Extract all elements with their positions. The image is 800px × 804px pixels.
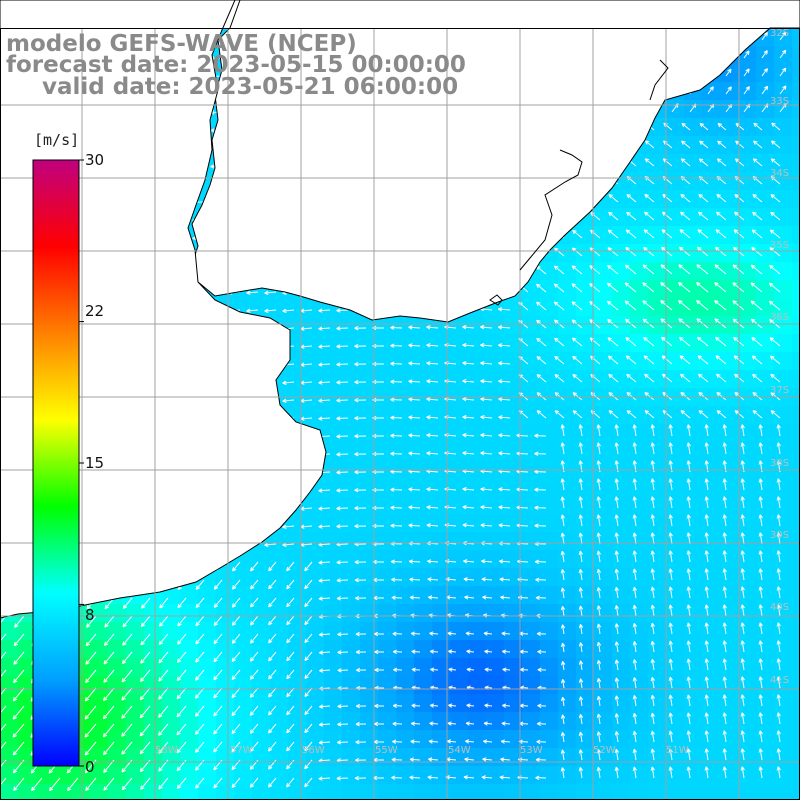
forecast-date: forecast date: 2023-05-15 00:00:00 <box>6 52 466 78</box>
lon-label: 54W <box>448 745 471 756</box>
lon-label: 58W <box>155 745 178 756</box>
lon-label: 55W <box>375 745 398 756</box>
valid-date: valid date: 2023-05-21 06:00:00 <box>42 74 459 100</box>
colorbar-gradient <box>32 159 80 767</box>
colorbar-unit: [m/s] <box>34 131 80 149</box>
colorbar-ticks <box>79 159 84 767</box>
lat-label: 36S <box>770 312 790 323</box>
lat-lon-grid <box>0 28 800 800</box>
lat-label: 37S <box>770 385 790 396</box>
model-title: modelo GEFS-WAVE (NCEP) <box>6 31 357 57</box>
lat-label: 32S <box>770 28 790 39</box>
lat-label: 38S <box>770 458 790 469</box>
lat-label: 40S <box>770 602 790 613</box>
lon-label: 57W <box>230 745 253 756</box>
lon-label: 56W <box>302 745 325 756</box>
colorbar-tick-15: 15 <box>85 454 105 472</box>
lat-label: 41S <box>770 675 790 686</box>
coastline <box>489 59 669 306</box>
colorbar <box>32 159 84 767</box>
colorbar-tick-22: 22 <box>85 302 105 320</box>
colorbar-tick-30: 30 <box>85 151 105 169</box>
lat-label: 34S <box>770 168 790 179</box>
colorbar-tick-0: 0 <box>85 758 95 776</box>
lon-label: 51W <box>666 745 689 756</box>
lat-label: 39S <box>770 530 790 541</box>
lat-label: 33S <box>770 96 790 107</box>
lon-label: 53W <box>520 745 543 756</box>
colorbar-tick-8: 8 <box>85 606 95 624</box>
lat-label: 35S <box>770 240 790 251</box>
lon-label: 52W <box>593 745 616 756</box>
land-mask <box>0 0 800 323</box>
